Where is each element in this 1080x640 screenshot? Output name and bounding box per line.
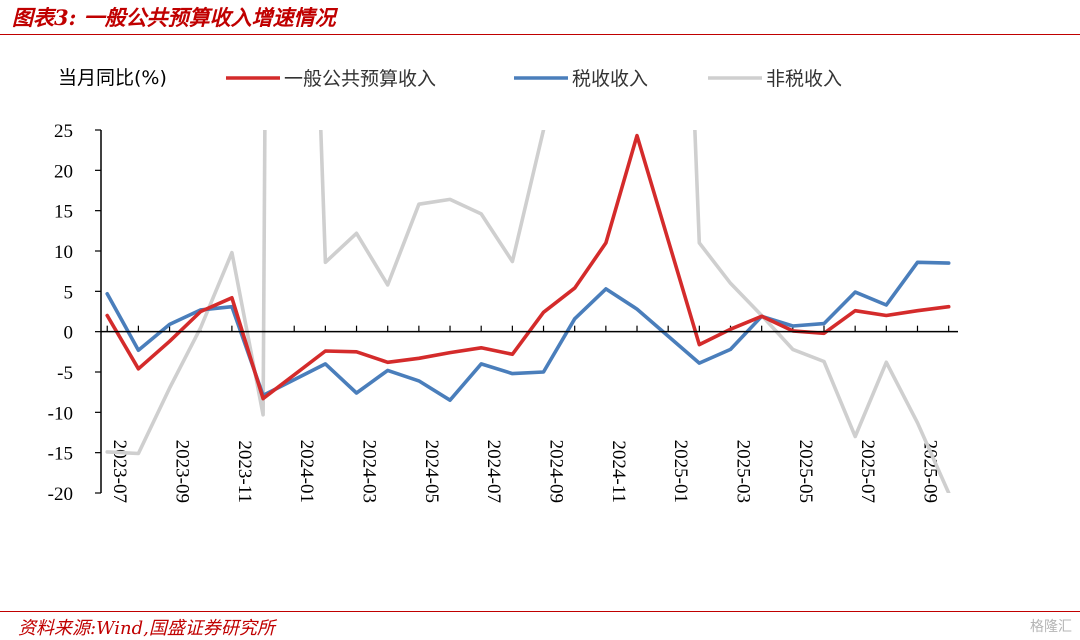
x-tick-label: 2025-07 [857, 440, 878, 503]
x-tick-label: 2024-09 [546, 440, 567, 503]
y-tick-label: 20 [54, 161, 73, 182]
y-tick-label: 5 [64, 282, 74, 303]
series-line-2 [105, 130, 951, 493]
y-tick-label: -15 [48, 444, 73, 465]
legend-label: 一般公共预算收入 [284, 68, 436, 90]
x-tick-label: 2023-11 [234, 440, 255, 503]
x-axis-ticks: 2023-07 2023-09 2023-11 2024-01 2024-03 2024-… [106, 325, 950, 503]
legend-label: 非税收入 [766, 68, 842, 90]
figure-title: 图表3: 一般公共预算收入增速情况 [12, 5, 336, 30]
y-tick-label: -5 [57, 363, 73, 384]
y-tick-label: 10 [54, 242, 73, 263]
series-line-1 [105, 260, 951, 402]
source-divider [0, 611, 1080, 612]
line-chart: 一般公共预算收入 税收收入 非税收入 当月同比(%) 25 20 15 10 5 0 -5 -10… [48, 67, 958, 505]
x-tick-label: 2024-05 [421, 440, 442, 503]
series-line-0 [105, 133, 951, 401]
x-tick-label: 2024-03 [359, 440, 380, 503]
legend-label: 税收收入 [572, 68, 648, 90]
title-divider [0, 34, 1080, 35]
legend: 一般公共预算收入 税收收入 非税收入 [226, 68, 842, 90]
y-axis-ticks: 25 20 15 10 5 0 -5 -10 -15 -20 [48, 121, 101, 505]
y-tick-label: -20 [48, 484, 73, 505]
x-tick-label: 2025-05 [795, 440, 816, 503]
x-tick-label: 2024-01 [296, 440, 317, 503]
series-lines [105, 130, 951, 493]
source-note: 资料来源:Wind,国盛证券研究所 [18, 618, 275, 639]
x-tick-label: 2024-11 [608, 440, 629, 503]
y-tick-label: 0 [64, 323, 74, 344]
x-tick-label: 2025-03 [733, 440, 754, 503]
x-tick-label: 2024-07 [483, 440, 504, 503]
y-axis-unit-label: 当月同比(%) [58, 67, 167, 89]
x-tick-label: 2025-09 [919, 440, 940, 503]
watermark-logo: 格隆汇 [1030, 619, 1072, 635]
y-tick-label: 25 [54, 121, 73, 142]
x-tick-label: 2025-01 [670, 440, 691, 503]
x-tick-label: 2023-09 [172, 440, 193, 503]
y-tick-label: 15 [54, 202, 73, 223]
y-tick-label: -10 [48, 403, 73, 424]
x-tick-label: 2023-07 [109, 440, 130, 503]
